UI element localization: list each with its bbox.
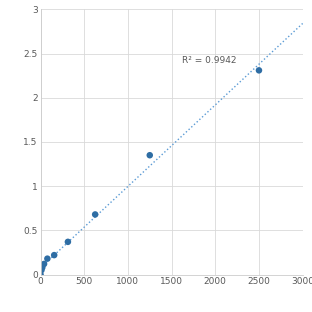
Point [256,68,261,73]
Point [52,253,57,258]
Point [66,239,71,244]
Point [93,212,98,217]
Point [45,256,50,261]
Point [147,153,152,158]
Text: R² = 0.9942: R² = 0.9942 [182,56,236,65]
Point [38,272,43,277]
Point [40,265,45,270]
Point [41,261,46,266]
Point [39,268,44,273]
